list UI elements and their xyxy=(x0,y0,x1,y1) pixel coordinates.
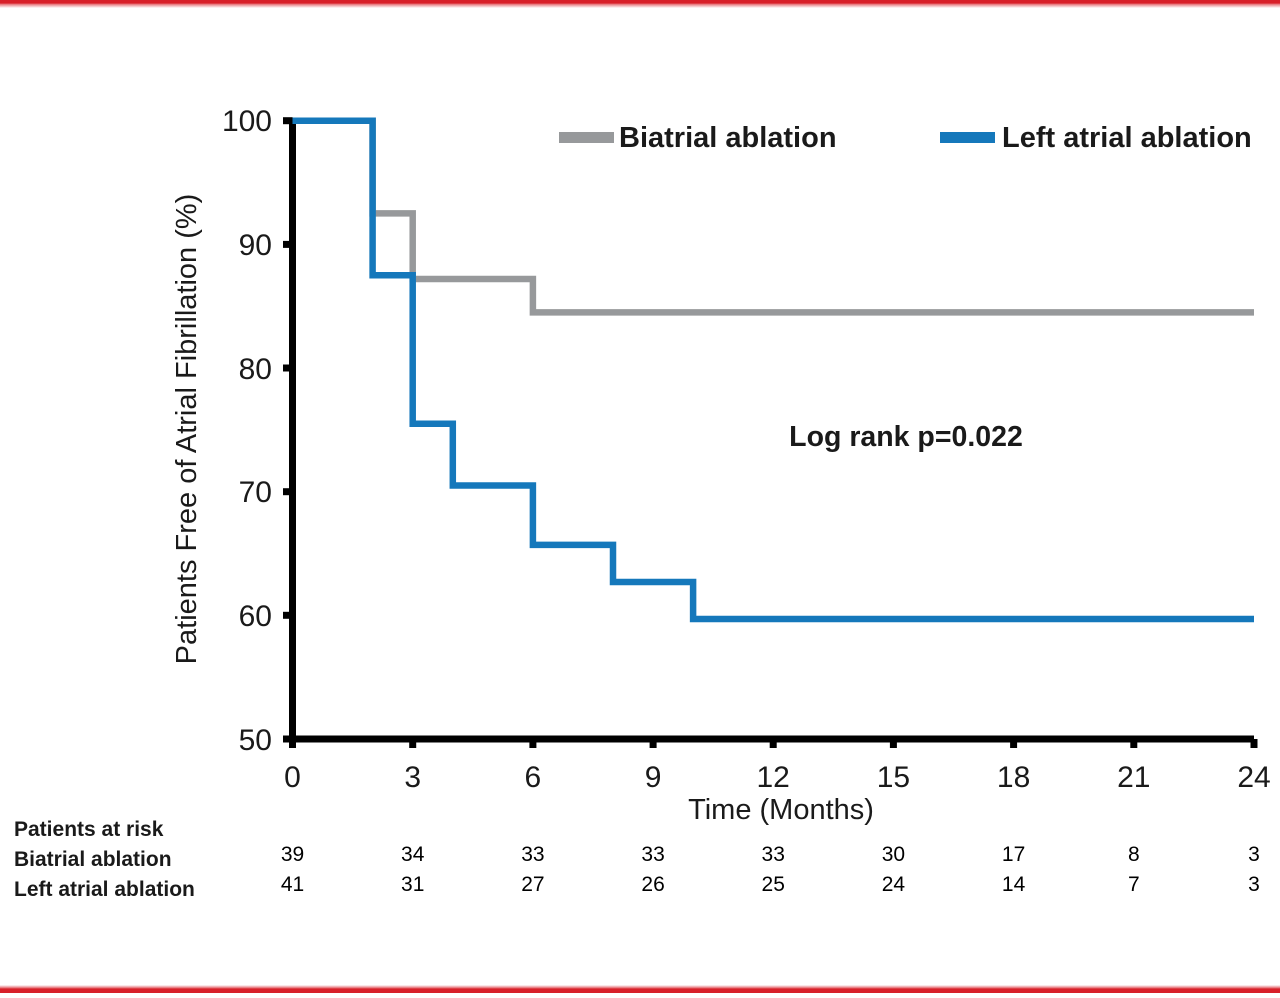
svg-text:0: 0 xyxy=(284,761,301,794)
svg-text:3: 3 xyxy=(1248,873,1260,896)
svg-text:24: 24 xyxy=(882,873,906,896)
svg-text:9: 9 xyxy=(645,761,662,794)
svg-text:Left atrial ablation: Left atrial ablation xyxy=(1002,122,1252,154)
svg-text:6: 6 xyxy=(525,761,542,794)
svg-text:33: 33 xyxy=(762,843,785,866)
svg-text:17: 17 xyxy=(1002,843,1025,866)
svg-text:Log rank p=0.022: Log rank p=0.022 xyxy=(789,421,1023,453)
svg-text:34: 34 xyxy=(401,843,425,866)
svg-text:26: 26 xyxy=(641,873,664,896)
svg-text:50: 50 xyxy=(239,724,272,757)
svg-text:7: 7 xyxy=(1128,873,1140,896)
svg-text:12: 12 xyxy=(757,761,790,794)
svg-text:80: 80 xyxy=(239,353,272,386)
svg-text:3: 3 xyxy=(1248,843,1260,866)
svg-text:100: 100 xyxy=(222,105,272,138)
svg-text:21: 21 xyxy=(1117,761,1150,794)
svg-text:41: 41 xyxy=(281,873,304,896)
svg-text:27: 27 xyxy=(521,873,544,896)
svg-text:Biatrial ablation: Biatrial ablation xyxy=(619,122,837,154)
svg-text:25: 25 xyxy=(762,873,785,896)
svg-text:39: 39 xyxy=(281,843,304,866)
svg-text:60: 60 xyxy=(239,600,272,633)
svg-text:33: 33 xyxy=(641,843,664,866)
svg-text:15: 15 xyxy=(877,761,910,794)
svg-text:90: 90 xyxy=(239,229,272,262)
svg-text:18: 18 xyxy=(997,761,1030,794)
svg-text:30: 30 xyxy=(882,843,905,866)
svg-text:14: 14 xyxy=(1002,873,1026,896)
svg-text:3: 3 xyxy=(404,761,421,794)
svg-text:31: 31 xyxy=(401,873,424,896)
svg-text:70: 70 xyxy=(239,476,272,509)
svg-text:8: 8 xyxy=(1128,843,1140,866)
svg-text:33: 33 xyxy=(521,843,544,866)
svg-text:24: 24 xyxy=(1237,761,1270,794)
svg-text:Patients Free of Atrial Fibril: Patients Free of Atrial Fibrillation (%) xyxy=(171,194,203,665)
